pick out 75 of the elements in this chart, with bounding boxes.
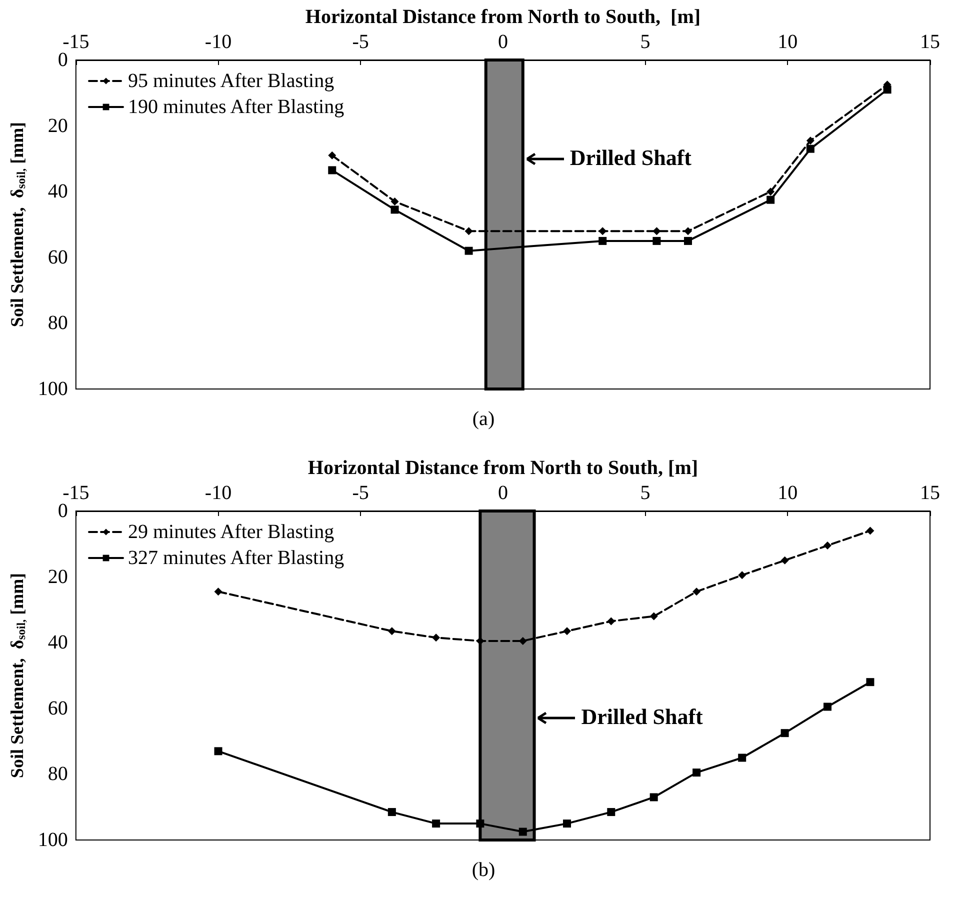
point (432, 634, 440, 642)
point (650, 612, 658, 620)
point (607, 808, 616, 816)
y-tick-label: 80 (48, 763, 68, 786)
x-tick-label: 10 (778, 482, 798, 504)
point (684, 236, 692, 245)
x-tick-label: -5 (352, 482, 369, 504)
point (824, 542, 832, 550)
point (692, 588, 701, 596)
point (738, 571, 746, 580)
y-tick-label: 100 (38, 378, 68, 400)
y-axis-title: Soil Settlement, δsoil, [mm] (7, 122, 28, 328)
point (883, 86, 892, 94)
y-tick-label: 100 (38, 829, 68, 851)
x-axis-title: Horizontal Distance from North to South, [m] (308, 457, 698, 480)
x-tick-label: 15 (920, 482, 940, 504)
y-tick-label: 20 (48, 114, 68, 137)
point (432, 820, 440, 828)
band-label: Drilled Shaft (570, 144, 692, 171)
x-tick-label: 15 (920, 31, 940, 53)
point (738, 754, 746, 762)
point (518, 828, 527, 836)
x-tick-label: -5 (352, 31, 369, 53)
point (824, 702, 832, 711)
point (652, 236, 661, 245)
point (464, 246, 473, 255)
legend-label: 190 minutes After Blasting (128, 96, 344, 118)
x-tick-label: 5 (640, 482, 650, 504)
x-tick-label: 0 (498, 31, 508, 53)
point (328, 166, 336, 174)
point (684, 227, 692, 236)
point (806, 144, 814, 153)
y-axis-title: Soil Settlement, δsoil, [mm] (7, 572, 28, 778)
point (650, 793, 658, 802)
point (652, 227, 661, 236)
point (806, 136, 814, 145)
point (692, 768, 701, 777)
legend-label: 95 minutes After Blasting (128, 70, 334, 92)
point (214, 747, 222, 756)
x-tick-label: 10 (778, 31, 798, 53)
y-tick-label: 40 (48, 632, 68, 654)
point (766, 196, 775, 204)
point (780, 729, 789, 738)
point (866, 526, 874, 535)
x-tick-label: -10 (204, 31, 232, 53)
y-tick-label: 40 (48, 180, 68, 203)
point (214, 588, 222, 596)
point (563, 627, 572, 636)
y-tick-label: 80 (48, 312, 68, 334)
point (464, 227, 473, 236)
point (390, 206, 399, 214)
legend-label: 29 minutes After Blasting (128, 521, 334, 543)
point (388, 808, 396, 816)
x-tick-label: 5 (640, 31, 650, 53)
legend-label: 327 minutes After Blasting (128, 547, 344, 569)
point (866, 678, 874, 686)
text: (a) (472, 408, 495, 430)
point (598, 227, 607, 236)
point (766, 188, 775, 196)
y-tick-label: 60 (48, 697, 68, 720)
point (598, 236, 607, 245)
x-tick-label: -10 (204, 482, 232, 504)
text: (b) (472, 859, 496, 881)
x-tick-label: 0 (498, 482, 508, 504)
band-label: Drilled Shaft (581, 704, 703, 730)
y-tick-label: 20 (48, 566, 68, 588)
point (607, 617, 616, 626)
x-axis-title: Horizontal Distance from North to South, [m] (305, 6, 701, 28)
point (328, 151, 336, 160)
point (563, 820, 572, 828)
y-tick-label: 60 (48, 246, 68, 268)
point (780, 556, 789, 564)
point (390, 197, 399, 206)
point (476, 820, 484, 828)
point (388, 627, 396, 636)
